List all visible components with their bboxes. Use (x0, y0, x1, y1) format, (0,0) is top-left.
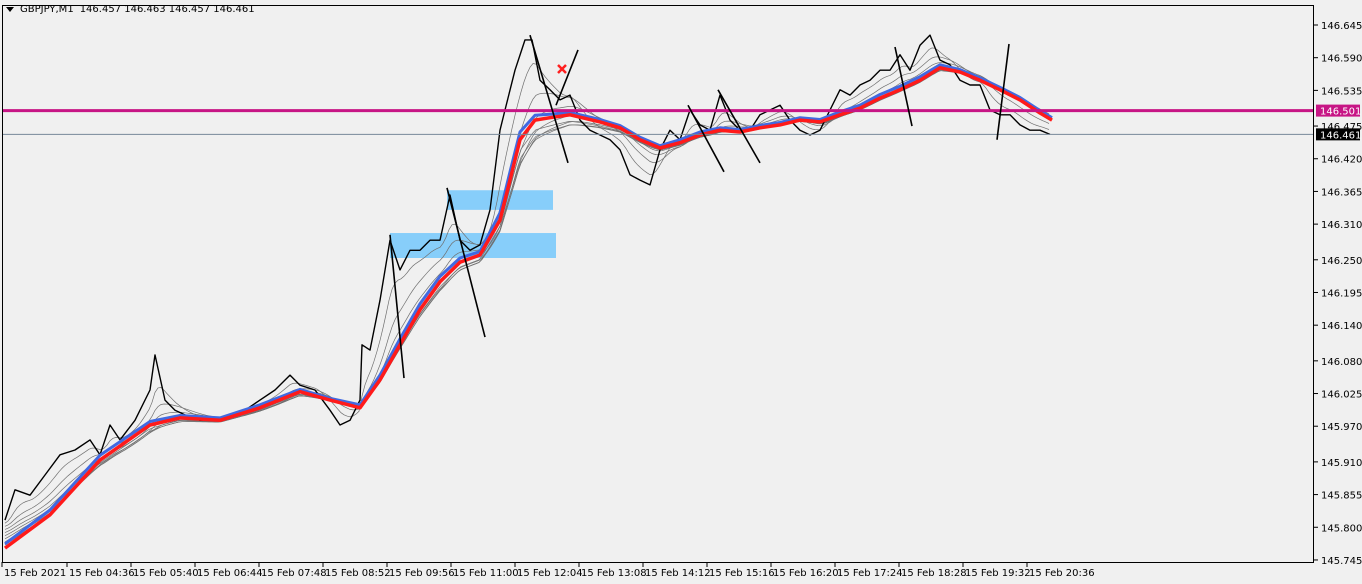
y-tick-label: 146.365 (1321, 187, 1362, 198)
ribbon-line (4, 66, 1050, 533)
y-tick-label: 145.745 (1321, 556, 1362, 567)
chart-header: GBPJPY,M1 146.457 146.463 146.457 146.46… (6, 4, 255, 15)
x-tick-label: 15 Feb 16:20 (773, 568, 839, 579)
trendline (389, 234, 405, 379)
y-tick-label: 146.080 (1321, 357, 1362, 368)
ema-slow-line (3, 66, 1053, 550)
plot-frame (2, 5, 1314, 563)
y-tick-label: 146.025 (1321, 390, 1362, 401)
x-tick-label: 15 Feb 18:28 (901, 568, 967, 579)
y-tick-label: 146.250 (1321, 256, 1362, 267)
ribbon-line (4, 70, 1050, 543)
y-tick-label: 146.140 (1321, 321, 1362, 332)
y-tick-label: 146.535 (1321, 86, 1362, 97)
x-tick-label: 15 Feb 07:48 (261, 568, 327, 579)
ribbon-line (4, 68, 1050, 537)
y-tick-label: 145.910 (1321, 458, 1362, 469)
symbol-label: GBPJPY,M1 (20, 4, 74, 15)
ribbon-line (4, 47, 1050, 524)
x-tick-label: 15 Feb 13:08 (581, 568, 647, 579)
y-tick-label: 145.855 (1321, 491, 1362, 502)
x-tick-label: 15 Feb 05:40 (133, 568, 199, 579)
x-tick-label: 15 Feb 20:36 (1029, 568, 1095, 579)
dropdown-triangle-icon[interactable] (6, 7, 14, 12)
x-tick-label: 15 Feb 19:32 (965, 568, 1031, 579)
y-tick-label: 146.310 (1321, 220, 1362, 231)
x-tick-label: 15 Feb 2021 (4, 568, 66, 579)
y-tick-label: 146.420 (1321, 155, 1362, 166)
levels-layer: 146.501 146.461 (2, 104, 1361, 141)
x-tick-label: 15 Feb 06:44 (197, 568, 263, 579)
price-axis[interactable]: 146.645 146.590 146.535 146.475 146.420 146.3… (1314, 21, 1362, 567)
trendline (717, 89, 761, 164)
y-tick-label: 145.800 (1321, 523, 1362, 534)
y-tick-label: 145.970 (1321, 422, 1362, 433)
y-tick-label: 146.195 (1321, 288, 1362, 299)
y-tick-label: 146.590 (1321, 54, 1362, 65)
ribbon-line (4, 69, 1050, 546)
supply-demand-zone (447, 190, 553, 210)
y-tick-label: 146.475 (1321, 122, 1362, 133)
x-tick-label: 15 Feb 17:24 (837, 568, 903, 579)
trendline (555, 49, 579, 106)
cross-marker-icon (557, 64, 567, 74)
trendline (446, 187, 486, 338)
x-tick-label: 15 Feb 12:04 (517, 568, 583, 579)
x-tick-label: 15 Feb 09:56 (389, 568, 455, 579)
trendline (529, 34, 569, 164)
x-tick-label: 15 Feb 11:00 (453, 568, 519, 579)
resistance-price-label: 146.501 (1320, 107, 1361, 118)
bid-price-tag (1316, 128, 1360, 141)
ema-fast-line (4, 63, 1053, 546)
x-tick-label: 15 Feb 08:52 (325, 568, 391, 579)
trendlines-layer[interactable] (389, 34, 1010, 379)
resistance-price-tag (1316, 104, 1360, 117)
series-layer (3, 34, 1053, 550)
trendline (894, 46, 913, 127)
bid-price-label: 146.461 (1320, 130, 1361, 141)
trendline (687, 104, 725, 173)
trendline (996, 43, 1010, 140)
zones-layer (390, 190, 556, 259)
x-tick-label: 15 Feb 04:36 (69, 568, 135, 579)
x-tick-label: 15 Feb 15:16 (709, 568, 775, 579)
markers-layer (557, 64, 567, 74)
y-tick-label: 146.645 (1321, 21, 1362, 32)
ribbon-line (4, 56, 1050, 527)
x-tick-label: 15 Feb 14:12 (645, 568, 711, 579)
price-line (4, 34, 1051, 521)
ohlc-values: 146.457 146.463 146.457 146.461 (79, 4, 255, 15)
